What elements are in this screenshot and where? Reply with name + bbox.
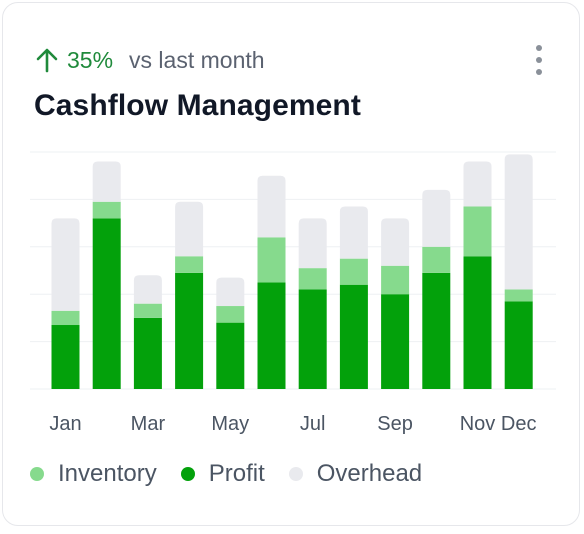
legend-item-profit[interactable]: Profit — [180, 460, 265, 488]
bar-profit-jun[interactable] — [257, 282, 286, 389]
trend-text: vs last month — [129, 46, 265, 73]
bar-overhead-oct[interactable] — [422, 189, 451, 247]
bar-profit-jul[interactable] — [298, 289, 327, 389]
stacked-bar-chart: Jan Mar May Jul Sep Nov Dec — [30, 151, 556, 435]
x-tick-label: Dec — [501, 413, 537, 435]
x-tick-label: Mar — [131, 413, 166, 435]
bar-profit-aug[interactable] — [339, 284, 368, 389]
bar-overhead-aug[interactable] — [339, 206, 368, 259]
x-tick-label: Sep — [377, 413, 413, 435]
arrow-up-icon — [36, 48, 58, 73]
x-tick-label: Nov — [460, 413, 496, 435]
bar-overhead-jan[interactable] — [51, 218, 80, 311]
legend-label: Inventory — [58, 460, 157, 487]
kebab-dot — [536, 57, 542, 63]
bar-inventory-oct[interactable] — [422, 246, 451, 273]
bar-inventory-jun[interactable] — [257, 237, 286, 283]
legend-label: Overhead — [316, 460, 423, 487]
bar-inventory-feb[interactable] — [92, 201, 121, 219]
legend-item-inventory[interactable]: Inventory — [30, 460, 157, 488]
x-tick-label: Jul — [300, 413, 326, 435]
bar-overhead-may[interactable] — [216, 277, 245, 307]
kebab-dot — [536, 45, 542, 51]
bar-overhead-feb[interactable] — [92, 161, 121, 202]
legend-dot-icon — [30, 467, 44, 481]
bar-inventory-sep[interactable] — [381, 265, 410, 295]
bar-profit-apr[interactable] — [175, 272, 204, 389]
bar-inventory-dec[interactable] — [504, 289, 533, 302]
bar-inventory-nov[interactable] — [463, 206, 492, 257]
x-tick-label: Jan — [49, 413, 81, 435]
bar-inventory-apr[interactable] — [175, 256, 204, 273]
card-title: Cashflow Management — [34, 89, 361, 122]
bar-inventory-may[interactable] — [216, 306, 245, 323]
bar-profit-oct[interactable] — [422, 272, 451, 389]
bar-overhead-nov[interactable] — [463, 161, 492, 207]
bar-overhead-dec[interactable] — [504, 154, 533, 290]
bar-overhead-sep[interactable] — [381, 218, 410, 266]
kebab-dot — [536, 69, 542, 75]
x-tick-label: May — [211, 413, 249, 435]
bar-profit-sep[interactable] — [381, 294, 410, 389]
bar-inventory-jul[interactable] — [298, 268, 327, 290]
bar-profit-jan[interactable] — [51, 325, 80, 389]
trend-percent: 35% — [67, 46, 114, 73]
bar-profit-dec[interactable] — [504, 301, 533, 389]
bar-profit-may[interactable] — [216, 322, 245, 389]
legend-dot-icon — [180, 467, 195, 481]
bar-inventory-jan[interactable] — [51, 310, 80, 326]
bar-profit-nov[interactable] — [463, 256, 492, 389]
legend-label: Profit — [208, 460, 265, 487]
bar-inventory-mar[interactable] — [133, 303, 162, 318]
bar-overhead-jun[interactable] — [257, 175, 286, 238]
bar-inventory-aug[interactable] — [339, 258, 368, 285]
legend-item-overhead[interactable]: Overhead — [288, 460, 423, 488]
kebab-icon[interactable] — [535, 45, 543, 75]
bar-overhead-jul[interactable] — [298, 218, 327, 269]
trend-indicator: 35% vs last month — [35, 45, 265, 75]
bar-profit-mar[interactable] — [133, 317, 162, 389]
bar-overhead-mar[interactable] — [133, 275, 162, 304]
bar-overhead-apr[interactable] — [175, 201, 204, 257]
legend-dot-icon — [288, 467, 303, 481]
chart-legend: Inventory Profit Overhead — [30, 460, 446, 488]
bar-profit-feb[interactable] — [92, 218, 121, 389]
